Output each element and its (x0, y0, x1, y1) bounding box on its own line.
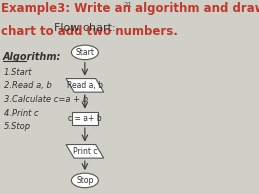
Text: Flow chart:: Flow chart: (54, 23, 116, 33)
Text: 2.Read a, b: 2.Read a, b (4, 81, 52, 90)
Text: 4.Print c: 4.Print c (4, 109, 39, 118)
Ellipse shape (71, 173, 98, 188)
Text: 5.Stop: 5.Stop (4, 122, 31, 131)
Bar (72, 112, 98, 125)
Text: 1.Start: 1.Start (4, 68, 33, 77)
Polygon shape (66, 79, 104, 92)
Polygon shape (66, 145, 104, 158)
Text: c = a+ b: c = a+ b (68, 114, 102, 123)
Text: Start: Start (75, 48, 94, 57)
Text: Read a, b: Read a, b (67, 81, 103, 90)
Text: Example3: Write an algorithm and draw the flow: Example3: Write an algorithm and draw th… (1, 2, 259, 15)
Text: Stop: Stop (76, 176, 93, 185)
Text: Algorithm:: Algorithm: (3, 52, 61, 62)
Text: Print c: Print c (73, 147, 97, 156)
Ellipse shape (71, 45, 98, 60)
Text: 21: 21 (123, 2, 132, 8)
Text: chart to add two numbers.: chart to add two numbers. (1, 25, 178, 38)
Text: 3.Calculate c=a + b: 3.Calculate c=a + b (4, 95, 88, 104)
